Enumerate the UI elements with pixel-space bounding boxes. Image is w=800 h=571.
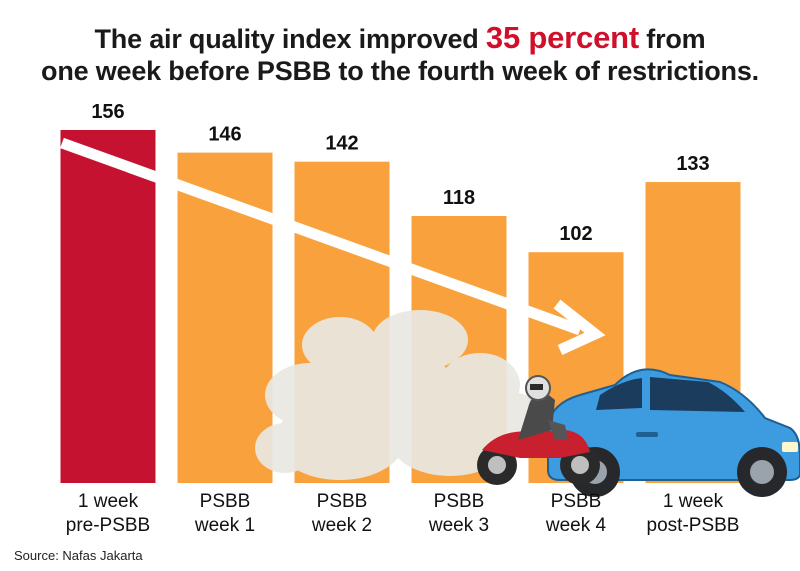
data-label-4: 118: [443, 187, 475, 209]
data-label-2: 146: [208, 124, 241, 146]
category-label-2: PSBB week 1: [160, 490, 290, 538]
category-label-2-line-2: week 1: [194, 515, 256, 536]
data-label-6: 133: [676, 153, 709, 175]
category-label-1-line-1: 1 week: [77, 491, 139, 512]
category-label-5-line-1: PSBB: [550, 491, 602, 512]
motorcycle-illustration: [477, 375, 600, 485]
data-label-1: 156: [91, 101, 124, 123]
title-line2: one week before PSBB to the fourth week …: [41, 56, 759, 86]
exhaust-smoke-illustration: [255, 310, 545, 480]
source-note: Source: Nafas Jakarta: [14, 548, 143, 563]
bar-1: [60, 130, 156, 483]
category-label-3-line-1: PSBB: [316, 491, 368, 512]
category-label-5: PSBB week 4: [511, 490, 641, 538]
trend-arrow: [60, 137, 606, 356]
category-label-4-line-1: PSBB: [433, 491, 485, 512]
category-label-4: PSBB week 3: [394, 490, 524, 538]
category-label-2-line-1: PSBB: [199, 491, 251, 512]
chart-title: The air quality index improved 35 percen…: [0, 22, 800, 87]
category-label-6: 1 week post-PSBB: [628, 490, 758, 538]
category-label-6-line-1: 1 week: [662, 491, 724, 512]
category-label-6-line-2: post-PSBB: [646, 515, 740, 536]
data-label-3: 142: [325, 133, 358, 155]
category-label-3: PSBB week 2: [277, 490, 407, 538]
title-highlight: 35 percent: [485, 20, 639, 55]
title-line1-end: from: [638, 24, 706, 54]
data-label-5: 102: [559, 223, 592, 245]
title-line1-start: The air quality index improved: [94, 24, 486, 54]
category-label-1-line-2: pre-PSBB: [65, 515, 151, 536]
category-label-1: 1 week pre-PSBB: [43, 490, 173, 538]
category-label-5-line-2: week 4: [545, 515, 607, 536]
category-label-3-line-2: week 2: [311, 515, 373, 536]
category-label-4-line-2: week 3: [428, 515, 490, 536]
